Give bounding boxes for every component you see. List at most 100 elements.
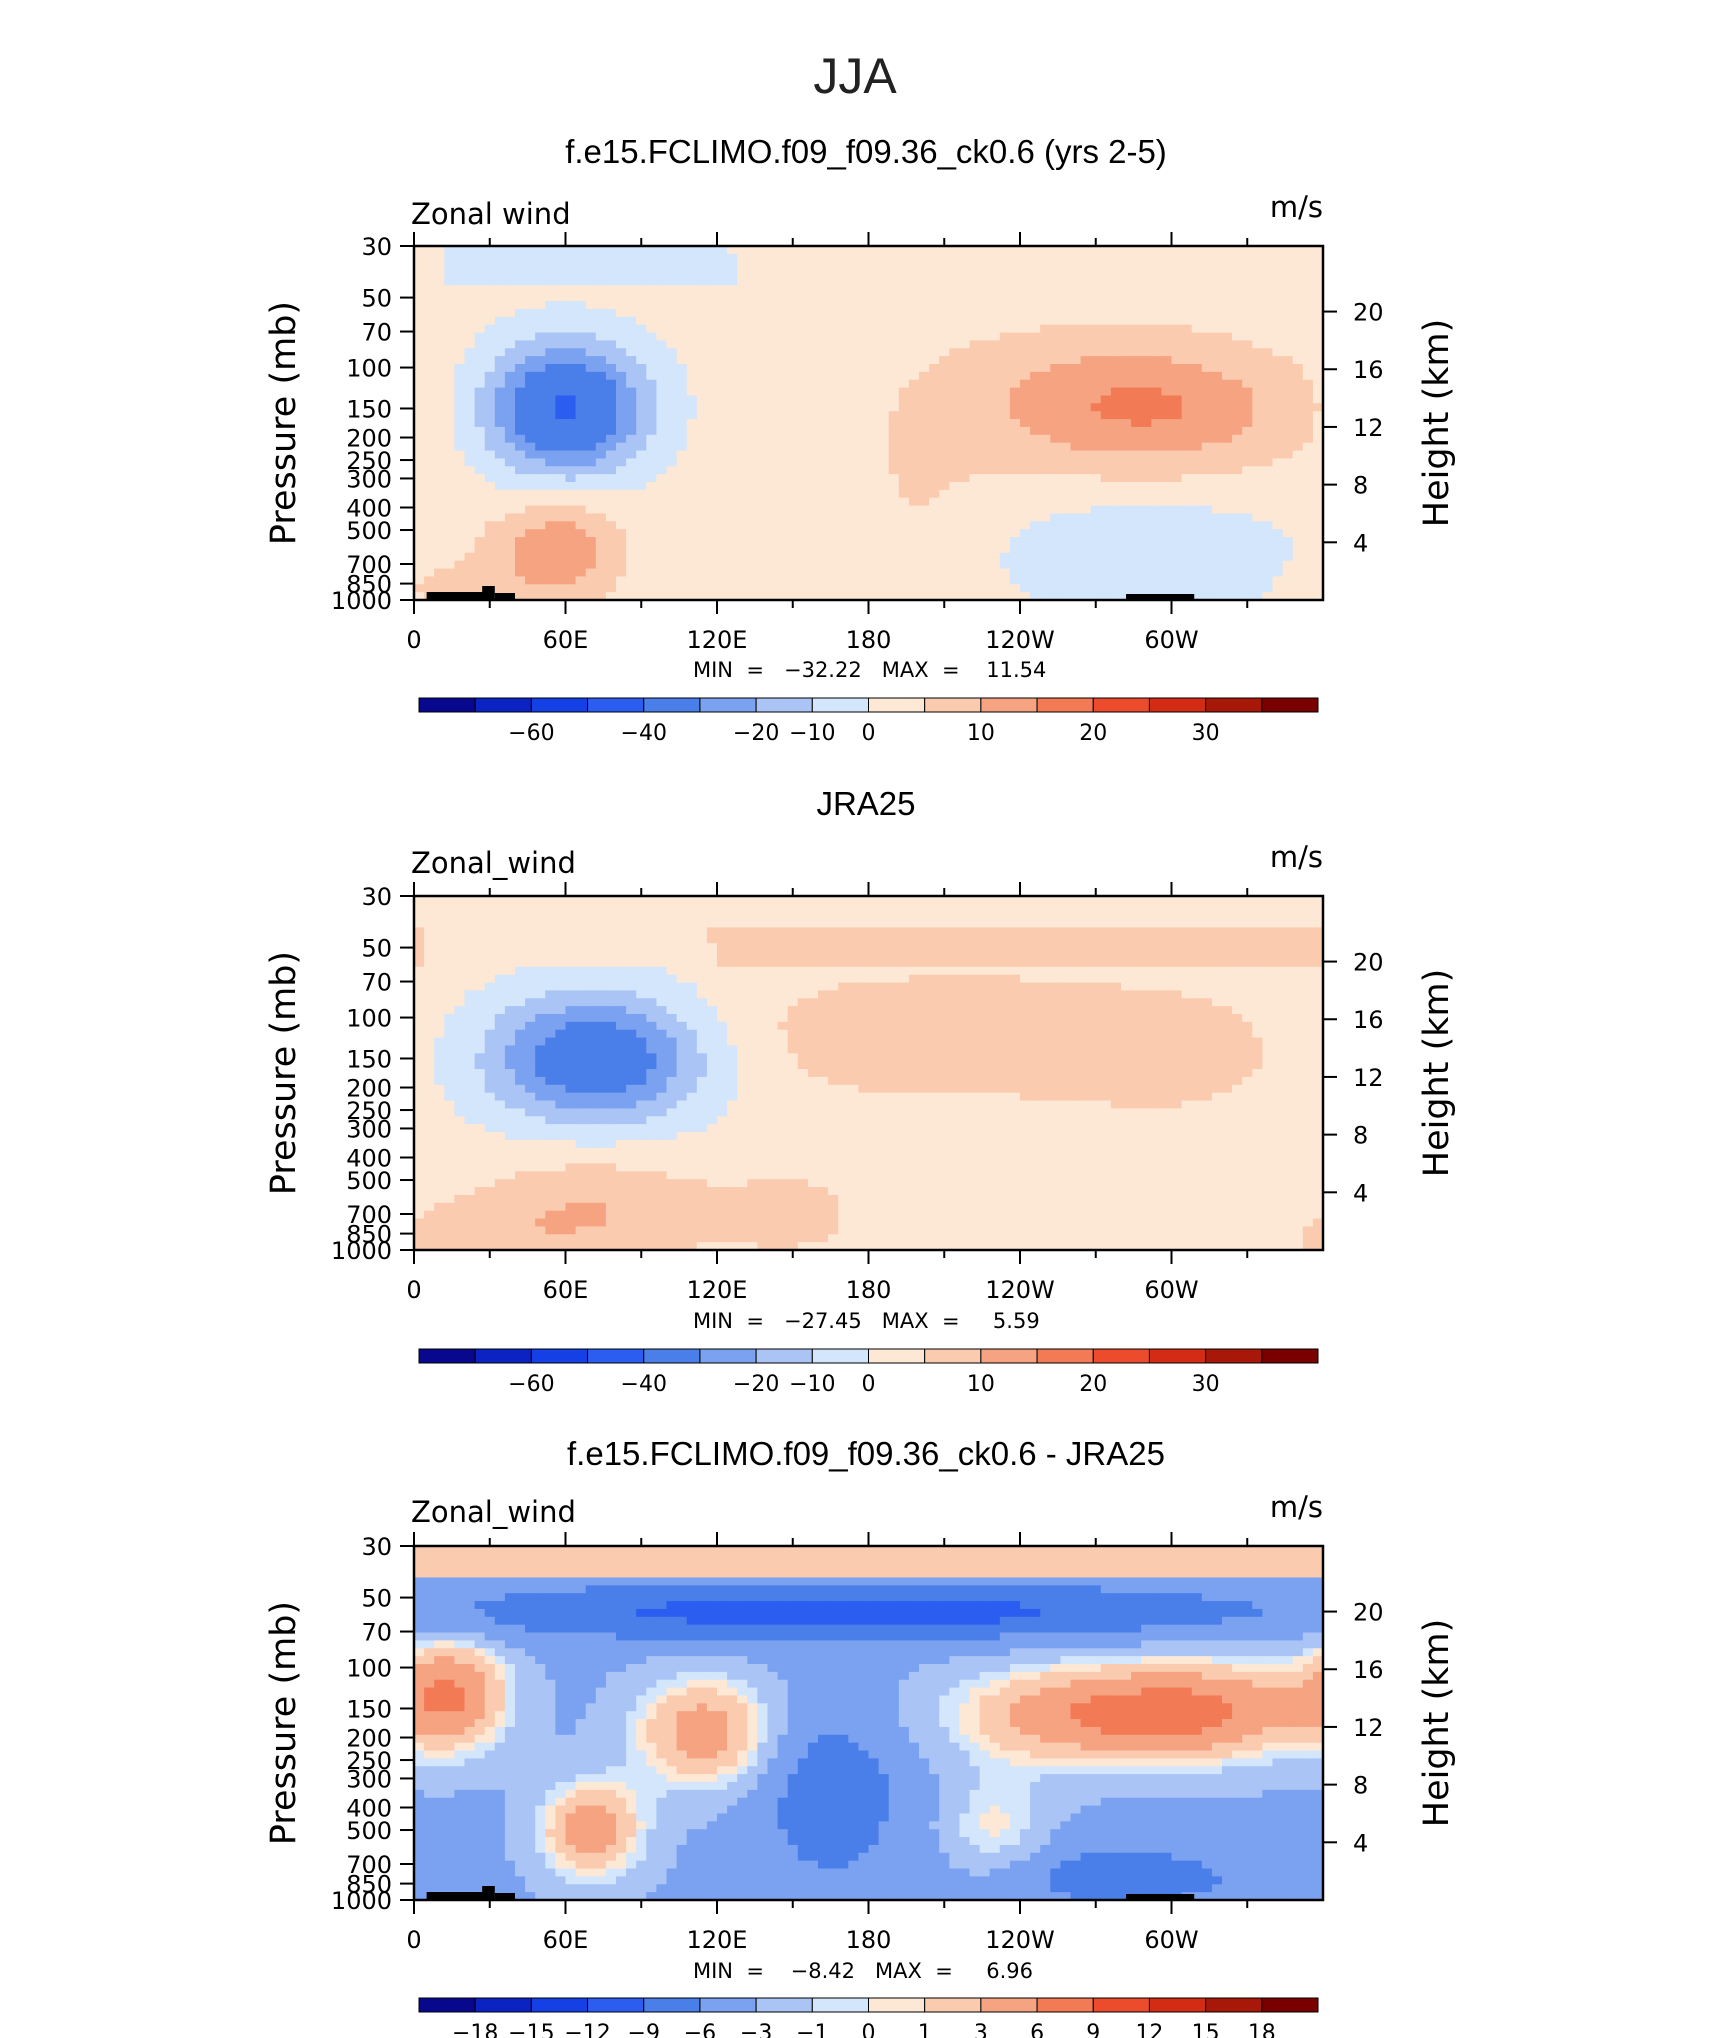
contour-cell (616, 411, 627, 420)
contour-cell (727, 513, 738, 522)
contour-cell (989, 269, 1001, 279)
contour-cell (656, 943, 668, 952)
contour-cell (545, 505, 556, 515)
contour-cell (494, 958, 506, 968)
contour-cell (818, 442, 829, 452)
contour-cell (525, 943, 536, 952)
contour-cell (424, 442, 435, 452)
contour-cell (1302, 958, 1314, 968)
contour-cell (626, 387, 637, 397)
contour-cell (565, 426, 577, 436)
contour-cell (858, 919, 870, 929)
contour-cell (787, 246, 799, 255)
colorbar-swatch (418, 697, 476, 713)
contour-cell (1312, 896, 1324, 905)
contour-cell (777, 552, 789, 562)
contour-cell (414, 927, 425, 936)
contour-cell (1181, 434, 1193, 444)
contour-cell (1151, 269, 1162, 279)
contour-cell (1080, 316, 1092, 326)
contour-cell (646, 458, 657, 467)
contour-cell (848, 911, 859, 921)
contour-cell (474, 537, 486, 546)
contour-cell (1312, 458, 1324, 467)
contour-cell (1201, 474, 1213, 483)
contour-cell (1252, 537, 1263, 546)
contour-cell (1110, 458, 1122, 467)
contour-cell (686, 419, 698, 428)
contour-cell (959, 521, 971, 530)
contour-cell (616, 387, 627, 397)
contour-cell (777, 316, 789, 326)
contour-cell (908, 529, 920, 538)
contour-cell (919, 340, 930, 349)
contour-cell (989, 316, 1001, 326)
contour-cell (1161, 356, 1173, 365)
contour-cell (545, 584, 556, 593)
contour-cell (595, 261, 607, 271)
contour-cell (1211, 395, 1223, 404)
contour-cell (1232, 419, 1243, 428)
contour-cell (1060, 379, 1072, 389)
contour-cell (545, 560, 556, 570)
contour-cell (1040, 529, 1051, 538)
contour-cell (424, 903, 435, 913)
contour-cell (585, 301, 597, 310)
contour-cell (484, 261, 496, 271)
contour-cell (797, 911, 809, 921)
contour-cell (1040, 308, 1051, 318)
contour-cell (818, 340, 829, 349)
contour-cell (605, 434, 617, 444)
contour-cell (1191, 544, 1203, 554)
contour-cell (737, 903, 748, 913)
contour-cell (1090, 426, 1102, 436)
contour-cell (1222, 332, 1233, 341)
contour-cell (1151, 584, 1162, 593)
contour-cell (626, 943, 637, 952)
contour-cell (878, 513, 890, 522)
contour-cell (1222, 584, 1233, 593)
contour-cell (494, 560, 506, 570)
contour-cell (1191, 285, 1203, 294)
contour-cell (696, 584, 708, 593)
contour-cell (868, 560, 880, 570)
contour-cell (1121, 537, 1132, 546)
contour-cell (1312, 434, 1324, 444)
contour-cell (605, 966, 617, 976)
contour-cell (636, 919, 647, 929)
contour-cell (919, 301, 930, 310)
contour-cell (737, 379, 748, 389)
contour-cell (555, 348, 567, 357)
contour-cell (454, 348, 466, 357)
contour-cell (1070, 308, 1082, 318)
contour-cell (1181, 896, 1193, 905)
contour-cell (1020, 253, 1031, 263)
contour-cell (706, 356, 718, 365)
x-tick-label: 60W (1144, 626, 1198, 654)
contour-cell (515, 489, 526, 499)
contour-cell (1191, 269, 1203, 279)
contour-cell (1292, 911, 1304, 921)
contour-cell (878, 529, 890, 538)
contour-cell (949, 911, 960, 921)
contour-cell (727, 560, 738, 570)
contour-cell (605, 584, 617, 593)
contour-cell (1222, 395, 1233, 404)
contour-cell (1292, 253, 1304, 263)
contour-cell (1312, 371, 1324, 381)
contour-cell (585, 592, 597, 601)
contour-cell (616, 927, 627, 936)
contour-cell (1030, 379, 1041, 389)
contour-cell (1232, 560, 1243, 570)
contour-cell (1131, 301, 1142, 310)
contour-cell (434, 497, 445, 507)
contour-cell (494, 903, 506, 913)
contour-cell (747, 442, 758, 452)
contour-cell (929, 529, 940, 538)
contour-cell (1009, 316, 1021, 326)
contour-cell (1070, 911, 1082, 921)
contour-cell (858, 505, 870, 515)
contour-cell (474, 371, 486, 381)
contour-cell (565, 513, 577, 522)
contour-cell (747, 896, 758, 905)
